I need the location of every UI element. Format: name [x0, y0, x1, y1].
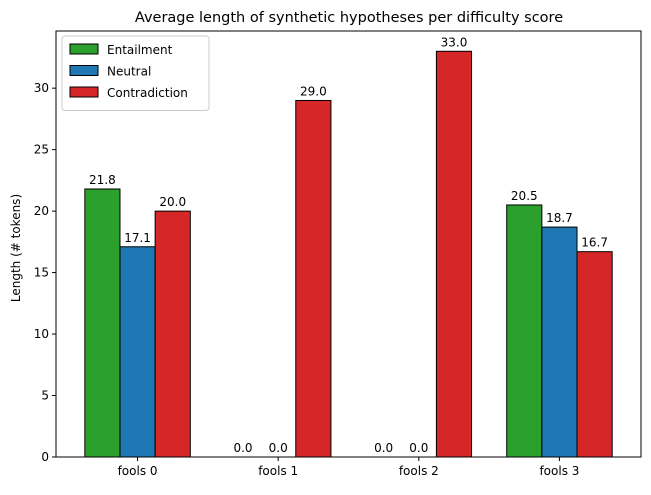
- y-tick-label: 0: [41, 450, 49, 464]
- legend-label: Contradiction: [107, 86, 188, 100]
- bar-contradiction-0: [154, 210, 191, 458]
- bar-value-label: 0.0: [409, 441, 428, 455]
- legend: Entailment Neutral Contradiction: [61, 35, 210, 111]
- bar-value-label: 0.0: [269, 441, 288, 455]
- bar-value-label: 18.7: [546, 211, 573, 225]
- y-axis-label: Length (# tokens): [9, 194, 23, 302]
- y-tick-label: 25: [34, 143, 49, 157]
- x-tick-label: fools 0: [118, 464, 158, 478]
- bar-contradiction-1: [295, 99, 332, 458]
- y-tick-label: 30: [34, 81, 49, 95]
- legend-box: [61, 35, 210, 111]
- bar-value-label: 0.0: [233, 441, 252, 455]
- legend-label: Entailment: [107, 43, 173, 57]
- bar-value-label: 33.0: [441, 35, 468, 49]
- bar-entailment-0: [84, 188, 121, 458]
- bar-contradiction-3: [576, 251, 613, 458]
- y-tick-label: 10: [34, 327, 49, 341]
- axes-frame: [55, 30, 642, 458]
- bar-value-label: 20.5: [511, 189, 538, 203]
- bar-contradiction-2: [435, 50, 473, 458]
- bar-value-label: 16.7: [581, 236, 608, 250]
- legend-swatch-neutral: [69, 65, 99, 76]
- bar-entailment-3: [506, 204, 543, 458]
- chart-title: Average length of synthetic hypotheses p…: [135, 10, 563, 26]
- bar-value-label: 21.8: [89, 173, 116, 187]
- y-tick-label: 5: [41, 389, 49, 403]
- bar-neutral-0: [119, 246, 156, 458]
- x-tick-label: fools 1: [258, 464, 298, 478]
- legend-swatch-contradiction: [69, 86, 99, 98]
- plot-area: 21.8 0.0 0.0 20.5 17.1 0.0 0.0 18.7 20.0 29.0 33.0…: [34, 30, 642, 478]
- x-tick-label: fools 3: [539, 464, 579, 478]
- bar-value-label: 20.0: [159, 195, 186, 209]
- legend-swatch-entailment: [69, 43, 99, 55]
- bar-neutral-3: [541, 226, 578, 458]
- legend-label: Neutral: [107, 65, 151, 79]
- y-tick-label: 20: [34, 204, 49, 218]
- x-tick-label: fools 2: [399, 464, 439, 478]
- bar-value-label: 0.0: [374, 441, 393, 455]
- bar-value-label: 17.1: [124, 231, 151, 245]
- y-tick-label: 15: [34, 266, 49, 280]
- bar-value-label: 29.0: [300, 84, 327, 98]
